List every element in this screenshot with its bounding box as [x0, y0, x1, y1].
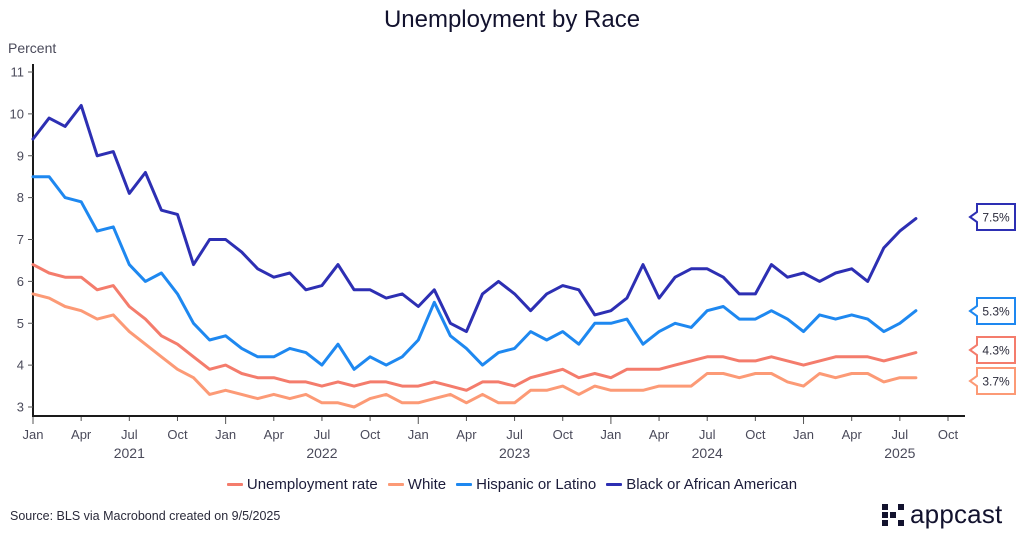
- legend-swatch: [606, 483, 623, 486]
- x-tick-label: Oct: [745, 427, 766, 442]
- series-layer: [31, 104, 918, 409]
- y-axis-label: Percent: [8, 40, 57, 56]
- legend-swatch: [456, 483, 473, 486]
- y-tick-label: 7: [17, 232, 24, 247]
- x-tick-label: Jan: [215, 427, 236, 442]
- y-tick-label: 3: [17, 400, 24, 415]
- legend-label: Unemployment rate: [246, 476, 378, 493]
- x-tick-label: Jan: [23, 427, 44, 442]
- end-label-callout: 4.3%: [968, 336, 1016, 364]
- legend-item: Unemployment rate: [226, 476, 378, 493]
- x-tick-label: Jul: [699, 427, 716, 442]
- legend-item: Black or African American: [606, 476, 797, 493]
- logo-mark-icon: [882, 503, 904, 526]
- x-year-label: 2023: [499, 445, 530, 461]
- series-line-black-or-african-american: [31, 104, 918, 334]
- x-tick-label: Oct: [553, 427, 574, 442]
- y-tick-label: 4: [17, 358, 24, 373]
- x-year-label: 2024: [692, 445, 723, 461]
- legend-swatch: [387, 483, 404, 486]
- x-tick-label: Oct: [167, 427, 188, 442]
- end-label-box: [968, 203, 1016, 231]
- series-line-hispanic-or-latino: [31, 175, 918, 371]
- axes: 3 4 5 6 7 8 9 10 11 Jan Apr Jul Oct Jan Apr Jul Oct Jan Ap…: [10, 64, 965, 461]
- end-labels: 4.3% 3.7% 5.3% 7.5%: [968, 203, 1016, 395]
- x-tick-label: Jan: [600, 427, 621, 442]
- x-tick-label: Oct: [938, 427, 959, 442]
- end-label-text: 4.3%: [982, 344, 1010, 358]
- end-label-callout: 5.3%: [968, 297, 1016, 325]
- end-label-box: [968, 297, 1016, 325]
- x-year-label: 2025: [884, 445, 915, 461]
- end-label-text: 3.7%: [982, 375, 1010, 389]
- legend-label: Hispanic or Latino: [476, 476, 597, 493]
- legend-item: White: [387, 476, 447, 493]
- end-label-box: [968, 336, 1016, 364]
- y-tick-label: 8: [17, 190, 24, 205]
- x-tick-label: Oct: [360, 427, 381, 442]
- legend-label: White: [407, 476, 447, 493]
- legend-item: Hispanic or Latino: [456, 476, 596, 493]
- x-tick-label: Jul: [121, 427, 138, 442]
- logo-text: appcast: [910, 499, 1003, 529]
- x-tick-label: Apr: [842, 427, 863, 442]
- source-note: Source: BLS via Macrobond created on 9/5…: [10, 509, 281, 523]
- series-line-white: [31, 292, 918, 409]
- x-tick-label: Jul: [506, 427, 523, 442]
- x-tick-label: Apr: [264, 427, 285, 442]
- x-tick-label: Apr: [456, 427, 477, 442]
- x-tick-label: Jan: [408, 427, 429, 442]
- legend: Unemployment rate White Hispanic or Latino…: [0, 476, 1024, 493]
- x-tick-label: Apr: [649, 427, 670, 442]
- y-tick-label: 9: [17, 148, 24, 163]
- x-tick-label: Jan: [793, 427, 814, 442]
- end-label-text: 5.3%: [982, 305, 1010, 319]
- chart-title: Unemployment by Race: [383, 6, 641, 33]
- end-label-callout: 7.5%: [968, 203, 1016, 231]
- legend-label: Black or African American: [626, 476, 798, 493]
- appcast-logo: appcast: [882, 499, 1002, 530]
- x-year-label: 2021: [114, 445, 145, 461]
- y-tick-label: 6: [17, 274, 24, 289]
- end-label-callout: 3.7%: [968, 367, 1016, 395]
- x-tick-label: Jul: [892, 427, 909, 442]
- end-label-box: [968, 367, 1016, 395]
- x-tick-label: Jul: [314, 427, 331, 442]
- y-tick-label: 5: [17, 316, 24, 331]
- legend-swatch: [226, 483, 243, 486]
- x-tick-label: Apr: [71, 427, 92, 442]
- end-label-text: 7.5%: [982, 211, 1010, 225]
- y-tick-label: 11: [11, 65, 25, 80]
- x-year-label: 2022: [306, 445, 337, 461]
- y-tick-label: 10: [10, 106, 24, 121]
- series-line-unemployment-rate: [31, 263, 918, 392]
